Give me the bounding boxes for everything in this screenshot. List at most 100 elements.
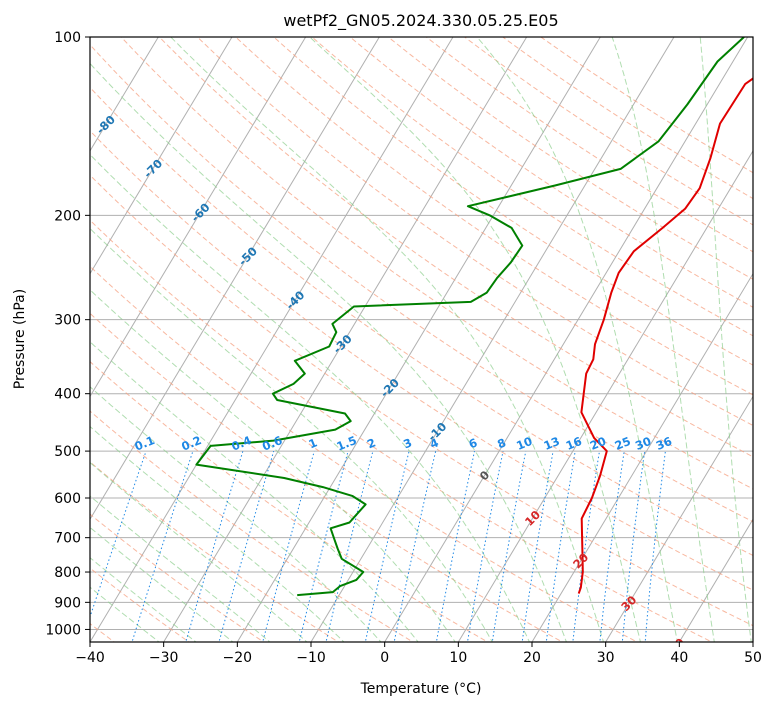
x-tick-label: −30 (149, 650, 179, 666)
moist-adiabat (170, 37, 604, 642)
mixing-ratio-lines (90, 450, 666, 642)
dry-adiabat (90, 312, 564, 642)
mixing-ratio-line (364, 450, 410, 642)
dry-adiabat (90, 461, 340, 642)
mixing-ratio-line (545, 451, 576, 642)
isotherm-line (90, 37, 233, 275)
chart-title: wetPf2_GN05.2024.330.05.25.E05 (283, 11, 558, 31)
mixing-ratio-line (131, 450, 194, 642)
isotherm-line (236, 37, 601, 642)
isotherm-line (90, 37, 454, 642)
y-tick-label: 200 (54, 208, 81, 224)
isotherm-label: -50 (235, 244, 260, 269)
y-axis-label: Pressure (hPa) (12, 289, 28, 389)
isotherm-label: -40 (283, 288, 308, 313)
mixing-ratio-label: 1 (307, 435, 320, 451)
moist-adiabat (90, 386, 382, 642)
isotherm-label: 0 (477, 468, 493, 484)
mixing-ratio-line (466, 450, 504, 642)
mixing-ratio-label: 13 (542, 434, 562, 453)
y-tick-label: 600 (54, 491, 81, 507)
temperature-line (577, 77, 753, 594)
isotherm-label: -60 (188, 200, 213, 225)
dry-adiabat (158, 37, 753, 458)
mixing-ratio-line (325, 450, 374, 642)
mixing-ratio-label: 2 (365, 435, 378, 451)
mixing-ratio-label: 3 (401, 435, 414, 451)
mixing-ratio-line (491, 451, 527, 642)
dry-adiabat (90, 265, 639, 642)
y-tick-label: 100 (54, 30, 81, 46)
y-axis-ticks: 100 200 300 400 500 600 700 800 900 1000 (45, 30, 90, 638)
mixing-ratio-line (599, 451, 625, 642)
isotherm-line (384, 37, 749, 642)
dry-adiabat (90, 130, 753, 591)
isotherm-label: 40 (666, 635, 687, 656)
isotherm-label: -20 (377, 376, 402, 401)
x-tick-label: 30 (597, 650, 615, 666)
dry-adiabat (463, 37, 753, 226)
x-tick-label: 20 (523, 650, 541, 666)
dry-adiabat (311, 37, 753, 337)
isotherm-label: -80 (93, 112, 118, 137)
dry-adiabat (90, 567, 190, 642)
dry-adiabat (90, 360, 489, 642)
mixing-ratio-label: 20 (588, 434, 608, 453)
x-axis-ticks: −40 −30 −20 −10 0 10 20 30 40 50 (75, 642, 762, 666)
moist-adiabat (90, 557, 197, 642)
moist-adiabat (90, 227, 493, 642)
x-tick-label: −40 (75, 650, 105, 666)
profile-series (195, 37, 753, 597)
isotherm-label: -90 (46, 69, 71, 94)
isotherm-label: 30 (618, 593, 639, 614)
plot-frame (89, 36, 754, 643)
dry-adiabat (120, 37, 753, 490)
y-tick-label: 700 (54, 531, 81, 547)
dry-adiabat (90, 410, 414, 642)
y-tick-label: 400 (54, 387, 81, 403)
x-axis-label: Temperature (°C) (360, 681, 482, 697)
x-tick-label: −10 (296, 650, 326, 666)
dry-adiabat (196, 37, 753, 427)
y-tick-label: 500 (54, 444, 81, 460)
dry-adiabat-lines (90, 37, 753, 642)
mixing-ratio-line (621, 451, 646, 642)
mixing-ratio-line (393, 450, 437, 642)
moist-adiabat (699, 37, 752, 642)
moist-adiabat (90, 289, 456, 642)
mixing-ratio-line (572, 451, 600, 642)
moist-adiabat (90, 425, 345, 642)
y-tick-label: 800 (54, 565, 81, 581)
dry-adiabat (90, 513, 265, 642)
y-tick-label: 900 (54, 595, 81, 611)
moist-adiabat-lines (90, 37, 752, 642)
moist-adiabat (308, 37, 641, 642)
x-tick-label: −20 (223, 650, 253, 666)
isotherm-label: -100 (0, 22, 26, 52)
moist-adiabat (90, 461, 308, 642)
mixing-ratio-line (521, 451, 554, 642)
y-tick-label: 1000 (45, 622, 81, 638)
dry-adiabat (540, 37, 753, 174)
moist-adiabat (90, 495, 271, 642)
isotherm-line (163, 37, 528, 642)
mixing-ratio-line (435, 450, 475, 642)
mixing-ratio-label: 30 (633, 434, 653, 453)
mixing-ratio-label: 16 (564, 434, 584, 453)
x-tick-label: 0 (380, 650, 389, 666)
isotherm-line (90, 37, 159, 152)
dry-adiabat (90, 174, 753, 627)
moist-adiabat (476, 37, 678, 642)
moist-adiabat (90, 526, 234, 642)
mixing-ratio-line (262, 450, 315, 642)
mixing-ratio-line (298, 450, 349, 642)
mixing-ratio-label: 36 (654, 434, 674, 453)
isotherm-line (752, 641, 753, 642)
dry-adiabat (349, 37, 753, 308)
dry-adiabat (501, 37, 753, 200)
isotherm-line (90, 37, 380, 521)
moist-adiabat (611, 37, 715, 642)
y-tick-label: 300 (54, 313, 81, 329)
isotherm-line (90, 37, 307, 398)
